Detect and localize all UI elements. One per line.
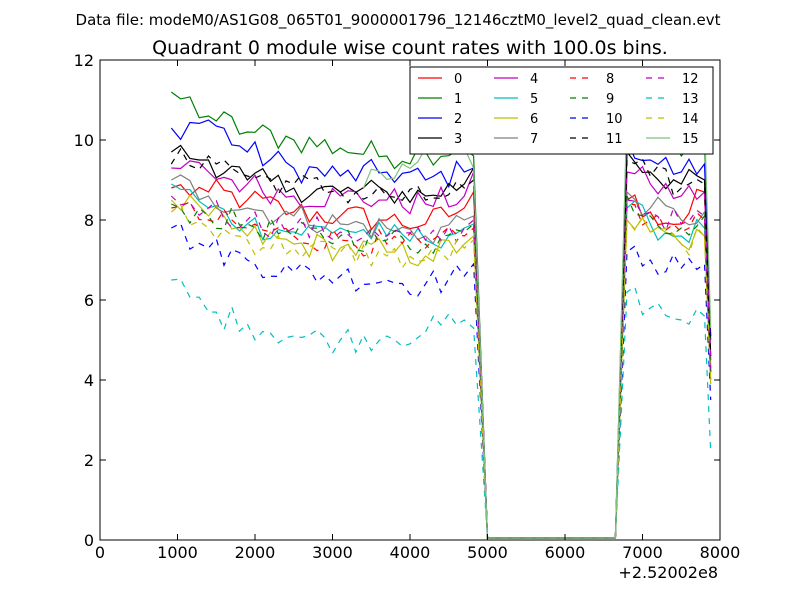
y-tick-label: 10 [74,131,94,150]
series-layer [170,91,712,539]
x-tick-label: 7000 [622,543,663,562]
legend-label-10: 10 [606,112,623,127]
legend-label-6: 6 [530,112,538,127]
legend-label-5: 5 [530,92,538,107]
y-tick-label: 2 [84,451,94,470]
series-line-4 [171,160,712,539]
y-tick-label: 8 [84,211,94,230]
series-line-10 [171,222,712,539]
series-line-2 [170,119,712,539]
legend-label-14: 14 [682,112,699,127]
legend-label-1: 1 [454,92,462,107]
y-tick-label: 6 [84,291,94,310]
x-tick-label: 1000 [157,543,198,562]
legend-box [409,66,714,155]
y-tick-label: 12 [74,51,94,70]
x-tick-label: 5000 [467,543,508,562]
x-axis-offset-label: +2.52002e8 [618,563,718,582]
legend-label-13: 13 [682,92,699,107]
series-line-7 [171,174,712,539]
x-tick-label: 3000 [312,543,353,562]
legend-label-0: 0 [454,72,462,87]
axis-ticks: 0 1000 2000 3000 4000 5000 6000 7000 80000246810… [74,51,741,562]
y-tick-label: 4 [84,371,94,390]
y-tick-label: 0 [84,531,94,550]
series-line-5 [171,183,712,539]
x-tick-label: 8000 [700,543,741,562]
legend-label-9: 9 [606,92,614,107]
legend-label-15: 15 [682,132,699,147]
series-line-8 [171,201,712,539]
x-tick-label: 4000 [390,543,431,562]
legend-label-7: 7 [530,132,538,147]
legend-label-11: 11 [606,132,623,147]
x-tick-label: 0 [95,543,105,562]
legend-label-8: 8 [606,72,614,87]
x-tick-label: 6000 [545,543,586,562]
chart-title: Quadrant 0 module wise count rates with … [152,37,668,59]
series-line-13 [171,278,712,539]
series-line-11 [170,147,712,539]
x-tick-label: 2000 [235,543,276,562]
legend-label-12: 12 [682,72,699,87]
legend-label-3: 3 [454,132,462,147]
legend-label-2: 2 [454,112,462,127]
series-line-14 [170,203,712,539]
data-file-suptitle: Data file: modeM0/AS1G08_065T01_90000017… [76,11,721,30]
legend-label-4: 4 [530,72,538,87]
series-line-12 [170,195,712,539]
